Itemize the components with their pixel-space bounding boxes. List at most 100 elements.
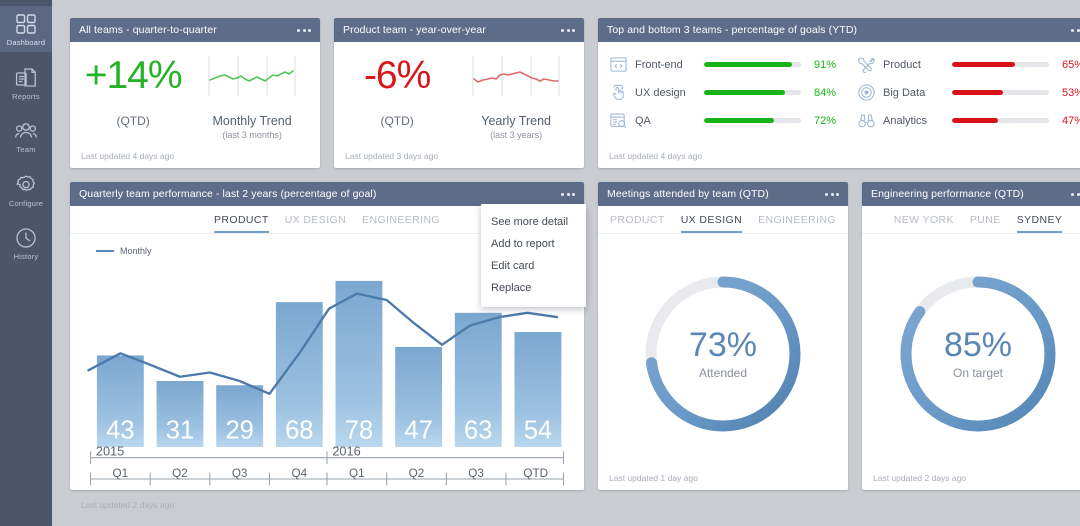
sidebar-item-dashboard[interactable]: Dashboard xyxy=(0,6,52,52)
progress-row: Front-end 91% xyxy=(609,55,836,74)
progress-row: QA 72% xyxy=(609,111,836,130)
axis-tick-label: Q3 xyxy=(468,467,484,480)
click-hand-icon xyxy=(609,83,628,102)
progress-value: 91% xyxy=(813,58,836,71)
legend-line-icon xyxy=(96,250,114,252)
bar-label: 43 xyxy=(106,417,134,445)
tab-sydney[interactable]: SYDNEY xyxy=(1016,214,1063,233)
sidebar-item-team[interactable]: Team xyxy=(0,113,52,159)
bar-label: 47 xyxy=(404,417,432,445)
axis-group-label: 2016 xyxy=(332,444,360,459)
yearly-trend-sparkline xyxy=(470,52,562,102)
card-header: Product team - year-over-year xyxy=(334,18,584,42)
sidebar-item-history[interactable]: History xyxy=(0,220,52,266)
axis-tick-label: Q4 xyxy=(291,467,307,480)
card-title: Meetings attended by team (QTD) xyxy=(607,188,769,200)
kpi-value: -6% xyxy=(363,54,431,97)
chart-tabs: PRODUCT UX DESIGN ENGINEERING xyxy=(70,206,584,234)
card-title: Product team - year-over-year xyxy=(343,24,486,36)
tab-pune[interactable]: PUNE xyxy=(969,214,1001,226)
code-window-icon xyxy=(609,55,628,74)
tab-new-york[interactable]: NEW YORK xyxy=(893,214,954,226)
progress-value: 72% xyxy=(813,114,836,127)
donut-label: Attended xyxy=(698,366,748,380)
menu-item-add-to-report[interactable]: Add to report xyxy=(491,238,555,250)
tab-engineering[interactable]: ENGINEERING xyxy=(362,214,440,226)
bar-q3-2016 xyxy=(454,312,502,448)
tab-product[interactable]: PRODUCT xyxy=(213,214,269,233)
progress-row: UX design 84% xyxy=(609,83,836,102)
card-menu-button[interactable] xyxy=(824,189,840,200)
card-title: Engineering performance (QTD) xyxy=(871,188,1024,200)
sidebar-item-label: Configure xyxy=(8,198,44,208)
people-icon xyxy=(14,119,38,143)
donut-center-label: 85% On target xyxy=(891,267,1065,441)
tab-product[interactable]: PRODUCT xyxy=(609,214,665,226)
progress-row: Big Data 53% xyxy=(857,83,1080,102)
card-product-team: Product team - year-over-year -6% (QTD) xyxy=(334,18,584,168)
sidebar-item-label: Reports xyxy=(12,91,40,101)
sidebar-item-label: Team xyxy=(16,145,36,154)
donut-center-label: 73% Attended xyxy=(636,267,810,441)
card-top-bottom-teams: Top and bottom 3 teams - percentage of g… xyxy=(598,18,1080,168)
documents-icon xyxy=(14,66,38,90)
bar-label: 54 xyxy=(524,417,552,445)
trend-block: Yearly Trend (last 3 years) xyxy=(454,52,578,151)
card-menu-button[interactable] xyxy=(1070,25,1080,36)
card-body: +14% (QTD) Monthly Trend (las xyxy=(70,42,320,151)
team-name: QA xyxy=(635,114,651,127)
target-icon xyxy=(857,83,876,102)
sidebar: Dashboard Reports xyxy=(0,0,52,526)
donut-percent: 73% xyxy=(688,326,758,364)
legend-label: Monthly xyxy=(120,246,152,256)
card-body: 73% Attended xyxy=(598,234,848,473)
card-header: All teams - quarter-to-quarter xyxy=(70,18,320,42)
tab-engineering[interactable]: ENGINEERING xyxy=(758,214,836,226)
axis-tick-label: Q3 xyxy=(232,467,248,480)
card-footer: Last updated 3 days ago xyxy=(345,151,439,161)
card-menu-button[interactable] xyxy=(560,25,576,36)
card-engineering-performance: Engineering performance (QTD) NEW YORK P… xyxy=(862,182,1080,490)
kpi-value: +14% xyxy=(84,54,183,97)
card-body: Monthly xyxy=(70,234,584,500)
gear-icon xyxy=(14,173,38,197)
tab-ux-design[interactable]: UX DESIGN xyxy=(284,214,347,226)
top-teams-column: Front-end 91% UX xyxy=(598,51,846,151)
progress-value: 47% xyxy=(1061,114,1080,127)
card-menu-button[interactable] xyxy=(296,25,312,36)
meetings-donut-chart[interactable]: 73% Attended xyxy=(636,267,810,441)
card-menu-button[interactable] xyxy=(1070,189,1080,200)
tab-ux-design[interactable]: UX DESIGN xyxy=(680,214,743,233)
card-title: Quarterly team performance - last 2 year… xyxy=(79,188,377,200)
card-menu-button[interactable] xyxy=(560,189,576,200)
sidebar-item-label: History xyxy=(13,252,39,261)
menu-item-edit-card[interactable]: Edit card xyxy=(491,260,535,272)
sidebar-item-reports[interactable]: Reports xyxy=(0,60,52,106)
tools-icon xyxy=(857,55,876,74)
card-header: Meetings attended by team (QTD) xyxy=(598,182,848,206)
sidebar-item-configure[interactable]: Configure xyxy=(0,167,52,213)
document-search-icon xyxy=(609,111,628,130)
quarterly-bar-chart[interactable]: 43 31 29 68 78 47 63 54 2015 2016 xyxy=(82,234,572,500)
progress-bar xyxy=(952,62,1049,67)
card-meetings-attended: Meetings attended by team (QTD) PRODUCT … xyxy=(598,182,848,490)
axis-group-label: 2015 xyxy=(96,444,124,459)
menu-item-see-more-detail[interactable]: See more detail xyxy=(491,216,569,228)
axis-tick-label: Q2 xyxy=(409,467,425,480)
progress-bar xyxy=(952,90,1049,95)
card-body: -6% (QTD) Yearly Trend (last xyxy=(334,42,584,151)
menu-item-replace[interactable]: Replace xyxy=(491,282,532,294)
engineering-donut-chart[interactable]: 85% On target xyxy=(891,267,1065,441)
card-header: Quarterly team performance - last 2 year… xyxy=(70,182,584,206)
chart-legend: Monthly xyxy=(96,246,152,256)
binoculars-icon xyxy=(857,111,876,130)
progress-bar xyxy=(704,90,801,95)
card-footer: Last updated 2 days ago xyxy=(81,500,175,511)
axis-tick-label: Q1 xyxy=(349,467,365,480)
bar-label: 63 xyxy=(464,417,492,445)
bar-q3-2015 xyxy=(216,385,264,448)
dashboard-canvas: All teams - quarter-to-quarter +14% (QTD… xyxy=(52,0,1080,526)
chart-tabs: NEW YORK PUNE SYDNEY xyxy=(862,206,1080,234)
monthly-trend-line xyxy=(87,292,559,395)
